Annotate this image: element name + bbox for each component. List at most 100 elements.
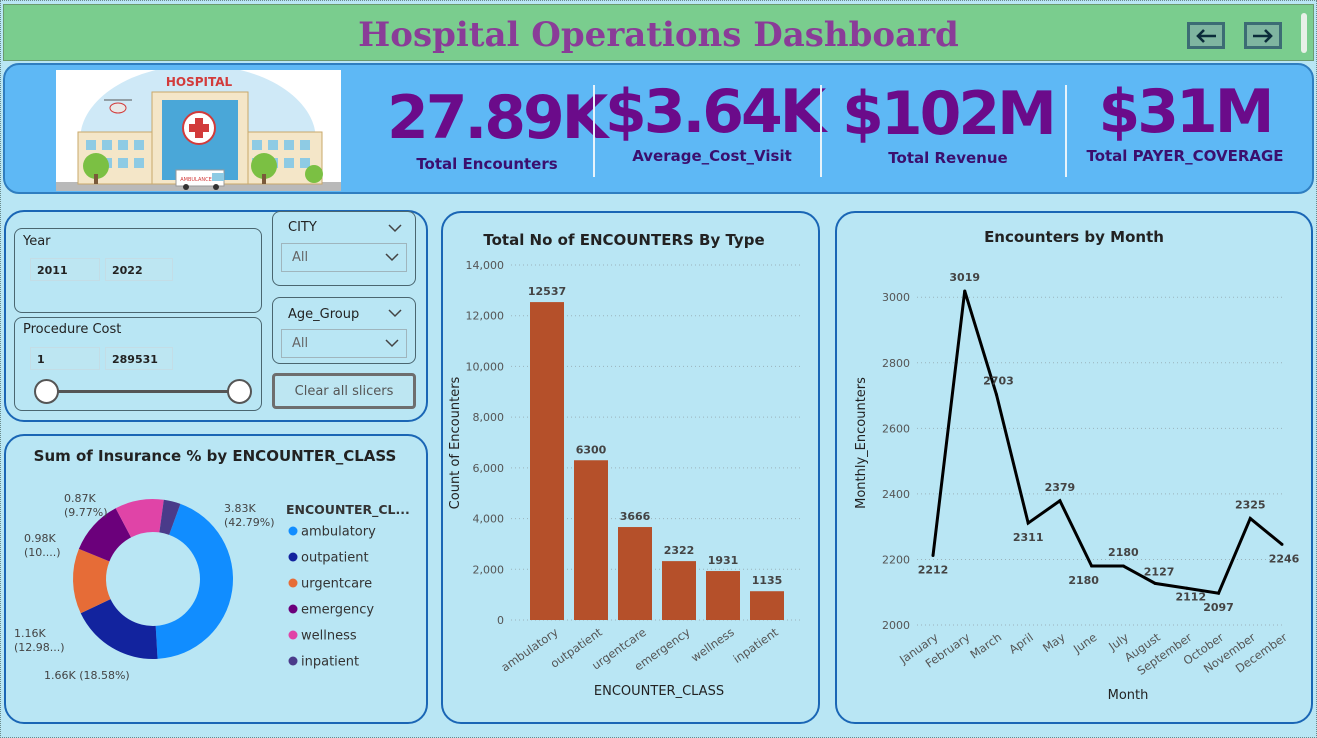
chevron-down-icon[interactable]: [388, 223, 402, 233]
hospital-sign: HOSPITAL: [166, 75, 233, 89]
bar-data-label: 1931: [708, 554, 739, 567]
donut-data-label-pct: (10....): [24, 546, 61, 559]
legend-item-inpatient: inpatient: [301, 655, 359, 670]
line-point: [1121, 564, 1125, 568]
line-x-tick-label: May: [1040, 630, 1068, 655]
line-data-label: 2212: [918, 564, 949, 577]
bar-y-tick-label: 12,000: [466, 310, 505, 323]
bar-data-label: 1135: [752, 574, 783, 587]
clear-all-slicers-button[interactable]: Clear all slicers: [272, 373, 416, 409]
bar-ambulatory: [530, 302, 564, 620]
chevron-down-icon[interactable]: [388, 308, 402, 318]
line-data-label: 2097: [1203, 601, 1234, 614]
donut-slice-outpatient: [80, 599, 158, 659]
arrow-right-icon: [1253, 28, 1273, 43]
donut-slice-inpatient: [159, 499, 181, 535]
line-y-axis-title: Monthly_Encounters: [854, 377, 869, 509]
kpi-total-encounters: 27.89K Total Encounters: [387, 83, 608, 173]
line-y-tick-label: 3000: [882, 291, 910, 304]
line-x-tick-label: March: [967, 630, 1004, 662]
line-data-label: 2180: [1068, 574, 1099, 587]
line-data-label: 2112: [1176, 590, 1207, 603]
procedure-cost-from-input[interactable]: 1: [30, 347, 100, 370]
donut-slice-emergency: [78, 508, 132, 562]
legend-swatch-urgentcare: [288, 578, 298, 588]
bar-data-label: 2322: [664, 544, 695, 557]
divider: [1065, 85, 1067, 177]
donut-data-label: 1.16K: [14, 627, 46, 640]
line-y-tick-label: 2600: [882, 422, 910, 435]
line-point: [1217, 591, 1221, 595]
line-data-label: 2127: [1144, 565, 1175, 578]
year-to-input[interactable]: 2022: [105, 258, 173, 281]
age-group-slicer[interactable]: Age_Group All: [272, 297, 416, 364]
line-y-tick-label: 2000: [882, 619, 910, 632]
donut-data-label-pct: (42.79%): [224, 516, 275, 529]
year-from-input[interactable]: 2011: [30, 258, 100, 281]
line-x-axis-title: Month: [1108, 688, 1149, 703]
city-slicer-title: CITY: [288, 220, 317, 235]
insurance-donut-chart: 3.83K(42.79%) 1.66K (18.58%) 1.16K(12.98..…: [14, 492, 410, 682]
line-point: [994, 393, 998, 397]
divider: [593, 85, 595, 177]
kpi-label: Total Encounters: [416, 155, 558, 173]
legend-item-urgentcare: urgentcare: [301, 577, 372, 592]
line-data-label: 2703: [983, 375, 1014, 388]
donut-data-label: 1.66K (18.58%): [44, 669, 130, 682]
procedure-cost-slicer: Procedure Cost 1 289531: [14, 317, 262, 411]
line-y-tick-label: 2800: [882, 357, 910, 370]
encounters-by-type-panel: [441, 211, 820, 724]
line-point: [1280, 542, 1284, 546]
bar-x-axis-title: ENCOUNTER_CLASS: [594, 684, 724, 699]
donut-data-label: 0.98K: [24, 532, 56, 545]
line-data-label: 2180: [1108, 546, 1139, 559]
monthly-encounters-series-line: [931, 290, 1283, 595]
city-dropdown-value: All: [292, 250, 309, 265]
line-data-label: 2311: [1013, 531, 1044, 544]
bar-y-tick-label: 4,000: [473, 513, 505, 526]
city-slicer[interactable]: CITY All: [272, 211, 416, 286]
donut-legend-title: ENCOUNTER_CL...: [286, 502, 410, 518]
legend-item-outpatient: outpatient: [301, 551, 369, 566]
hospital-illustration: HOSPITAL AMBULANCE: [56, 70, 341, 191]
page-title: Hospital Operations Dashboard: [358, 15, 959, 55]
line-data-label: 2325: [1235, 498, 1266, 511]
range-slider-max-handle[interactable]: [227, 379, 252, 404]
legend-item-wellness: wellness: [301, 629, 357, 644]
line-point: [931, 554, 935, 558]
bar-y-tick-label: 6,000: [473, 462, 505, 475]
procedure-cost-title: Procedure Cost: [23, 322, 122, 337]
bar-y-axis-title: Count of Encounters: [448, 376, 463, 509]
chevron-down-icon: [385, 253, 399, 262]
age-group-dropdown[interactable]: All: [281, 329, 407, 358]
range-slider-track[interactable]: [47, 390, 239, 393]
line-data-label: 2379: [1045, 481, 1076, 494]
kpi-value: $3.64K: [605, 77, 826, 147]
donut-slice-ambulatory: [155, 503, 234, 659]
bar-x-tick-label: inpatient: [731, 625, 782, 666]
back-button[interactable]: [1187, 22, 1225, 49]
encounters-by-month-panel: [835, 211, 1313, 724]
bar-data-label: 6300: [576, 443, 607, 456]
encounters-by-type-bar-chart: 0 2,000 4,000 6,000 8,000 10,000 12,000 14,000 1…: [448, 259, 801, 699]
legend-item-emergency: emergency: [301, 603, 374, 618]
scrollbar-thumb[interactable]: [1301, 13, 1307, 53]
forward-button[interactable]: [1244, 22, 1282, 49]
donut-data-label: 3.83K: [224, 502, 256, 515]
bar-urgentcare: [618, 527, 652, 620]
line-point: [1090, 564, 1094, 568]
city-dropdown[interactable]: All: [281, 243, 407, 272]
kpi-value: $102M: [842, 79, 1057, 149]
range-slider-min-handle[interactable]: [34, 379, 59, 404]
donut-slice-urgentcare: [73, 548, 111, 614]
encounters-by-month-line-chart: 2000 2200 2400 2600 2800 3000 2212 3019 2703 2311…: [854, 271, 1300, 703]
line-chart-title: Encounters by Month: [984, 228, 1164, 246]
kpi-value: $31M: [1098, 77, 1275, 147]
line-point: [1058, 499, 1062, 503]
kpi-value: 27.89K: [387, 83, 608, 153]
kpi-total-payer-coverage: $31M Total PAYER_COVERAGE: [1080, 77, 1290, 165]
bar-y-tick-label: 10,000: [466, 360, 505, 373]
procedure-cost-to-input[interactable]: 289531: [105, 347, 173, 370]
line-y-tick-label: 2400: [882, 488, 910, 501]
ambulance-label: AMBULANCE: [180, 177, 212, 183]
